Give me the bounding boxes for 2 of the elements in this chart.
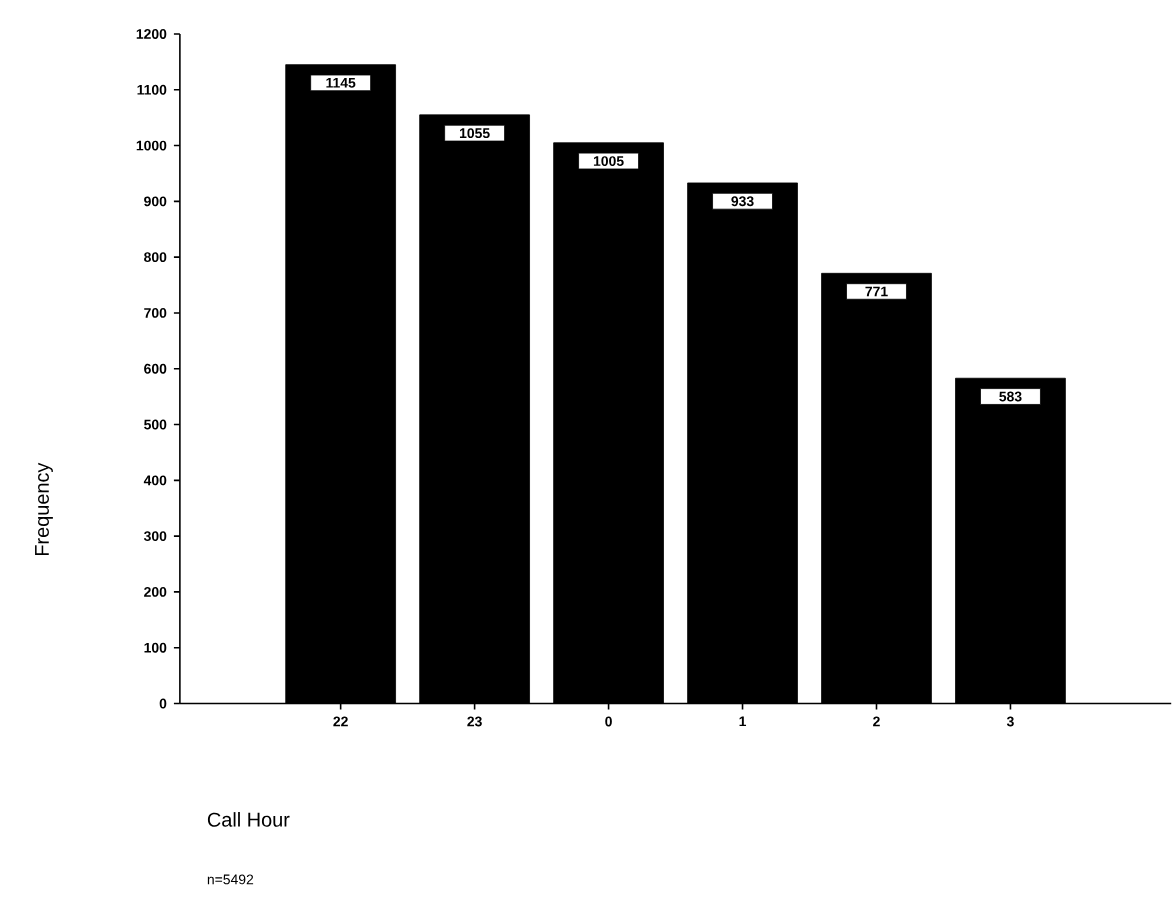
y-axis-title: Frequency [35, 462, 53, 556]
x-axis-title: Call Hour [207, 812, 290, 828]
